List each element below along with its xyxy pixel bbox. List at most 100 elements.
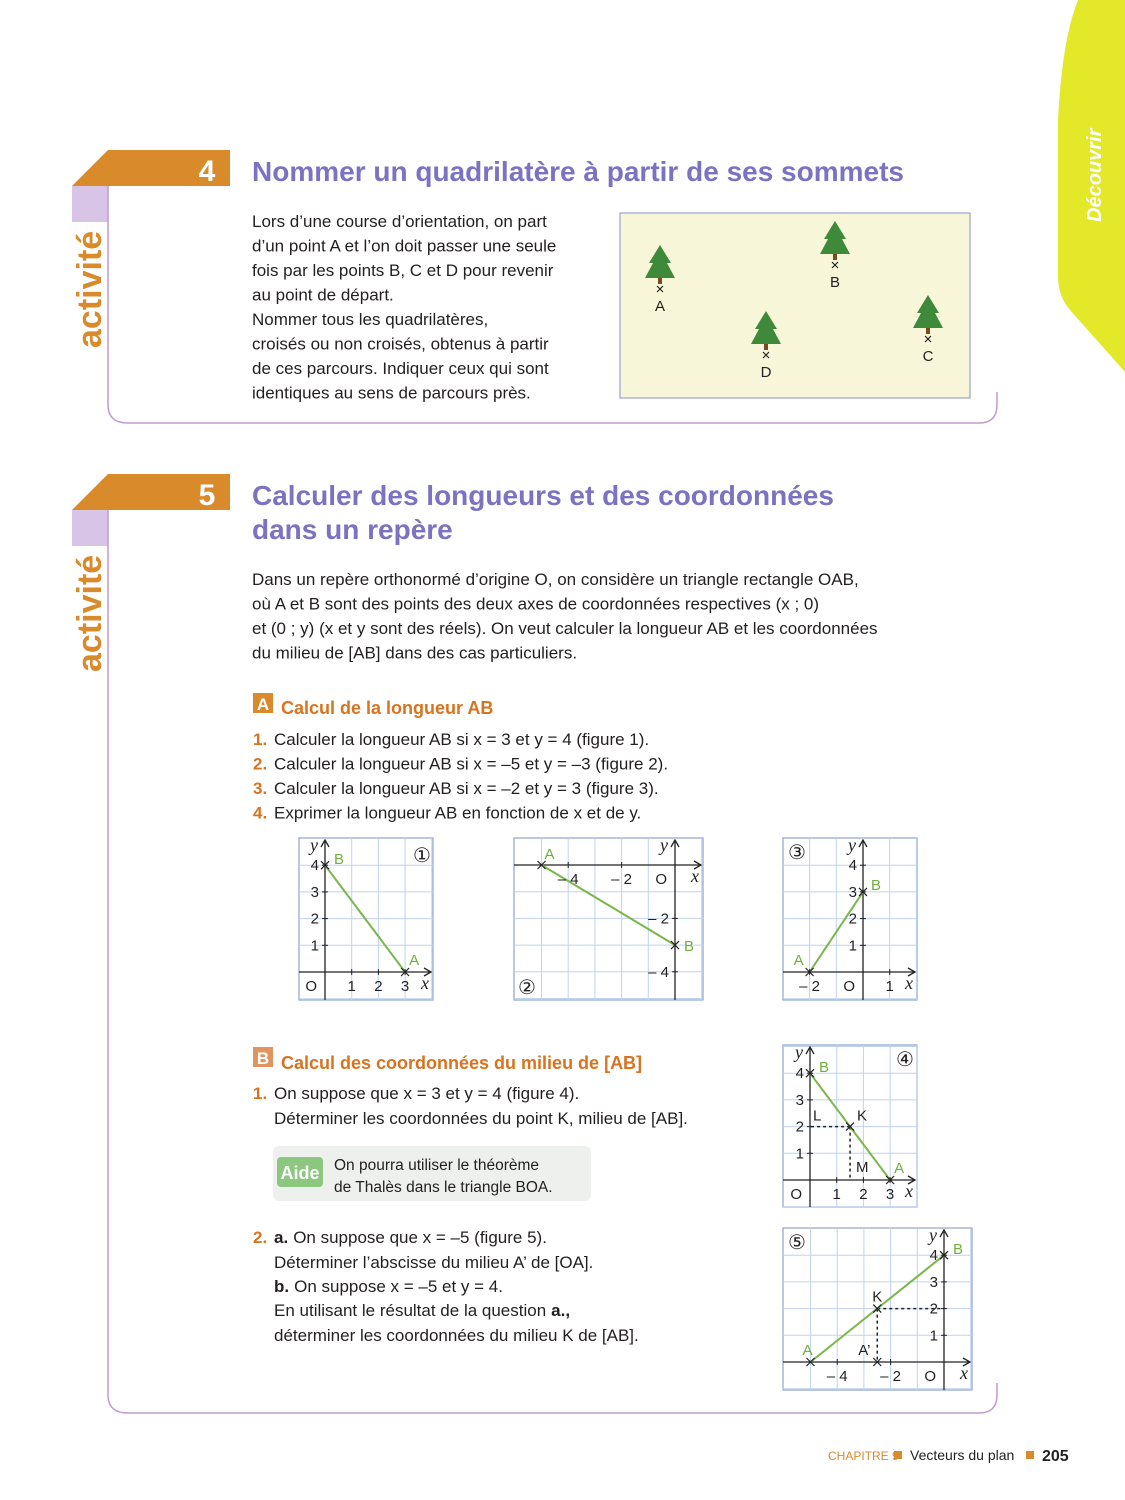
sub-label: b. (274, 1277, 289, 1296)
point-label: K (857, 1108, 867, 1125)
y-axis-label: y (658, 835, 668, 855)
paragraph-line: du milieu de [AB] dans des cas particuli… (252, 644, 577, 663)
activity-label: activité (71, 555, 109, 672)
part-badge-label: B (257, 1049, 269, 1068)
y-tick-label: 3 (849, 884, 857, 901)
point-label: A (655, 298, 665, 315)
y-tick-label: – 4 (648, 964, 669, 981)
x-axis-label: x (690, 866, 699, 886)
paragraph-line: au point de départ. (252, 286, 394, 305)
y-tick-label: 3 (311, 884, 319, 901)
item-text: Calculer la longueur AB si x = 3 et y = … (274, 730, 649, 749)
activity-strip (72, 186, 108, 222)
x-tick-label: 3 (401, 978, 409, 995)
paragraph-line: Nommer tous les quadrilatères, (252, 310, 488, 329)
activity-frame (107, 510, 998, 1414)
y-axis-label: y (846, 835, 856, 855)
item-number: 1. (253, 730, 267, 749)
point-label: B (871, 877, 881, 894)
item-text: Calculer la longueur AB si x = –5 et y =… (274, 755, 668, 774)
point-cross (537, 860, 546, 870)
point-label: B (830, 274, 840, 291)
footer-section: Vecteurs du plan (910, 1447, 1014, 1463)
axis-arrow (670, 838, 680, 848)
activity-label: activité (71, 231, 109, 348)
sidebar-label: Découvrir (1084, 127, 1106, 222)
part-badge (253, 693, 273, 713)
footer-chapter: CHAPITRE 9 (828, 1449, 899, 1463)
point-label: B (684, 938, 694, 955)
figure-number: ④ (896, 1049, 914, 1071)
item-number: 4. (253, 804, 267, 823)
part-title: Calcul des coordonnées du milieu de [AB] (281, 1053, 642, 1073)
axis-arrow (962, 1357, 972, 1367)
y-tick-label: 1 (849, 937, 857, 954)
item-number: 2. (253, 755, 267, 774)
origin-label: O (655, 871, 667, 888)
item-text: Déterminer les coordonnées du point K, m… (274, 1109, 688, 1128)
tree (645, 245, 675, 278)
paragraph-line: et (0 ; y) (x et y sont des réels). On v… (252, 619, 878, 638)
sidebar-tab (1058, 0, 1125, 372)
point-cross (670, 940, 680, 950)
axis-arrow (320, 838, 330, 848)
tree-trunk (926, 328, 930, 334)
item-text: En utilisant le résultat de la question (274, 1301, 546, 1320)
y-tick-label: 1 (930, 1327, 938, 1344)
y-tick-label: 4 (796, 1065, 804, 1082)
point-cross (805, 1068, 815, 1078)
activity-tab (72, 474, 230, 510)
figure-number: ① (413, 845, 431, 867)
point-cross (762, 351, 770, 359)
footer-square (1026, 1451, 1034, 1459)
origin-label: O (843, 978, 855, 995)
aide-text: On pourra utiliser le théorème (334, 1157, 539, 1174)
aide-badge-label: Aide (280, 1163, 319, 1183)
point-cross (831, 261, 839, 269)
tree (913, 295, 943, 328)
y-tick-label: 2 (796, 1119, 804, 1136)
item-text: Exprimer la longueur AB en fonction de x… (274, 804, 641, 823)
axis-arrow (805, 1045, 815, 1055)
point-label: A’ (858, 1342, 870, 1359)
question-ref: a., (551, 1301, 570, 1320)
point-label: L (813, 1108, 821, 1125)
point-cross (806, 1357, 815, 1367)
point-cross (885, 1175, 895, 1185)
point-label: C (923, 348, 934, 365)
x-tick-label: – 4 (827, 1368, 848, 1385)
y-tick-label: 3 (930, 1274, 938, 1291)
x-tick-label: – 2 (880, 1368, 901, 1385)
figure: – 2 1 4 3 2 1 O x y ③ A B (782, 835, 918, 1001)
footer-square (894, 1451, 902, 1459)
item-line: 2. a. On suppose que x = –5 (figure 5). (253, 1228, 547, 1247)
point-cross (872, 1357, 882, 1367)
tree-trunk (764, 344, 768, 350)
origin-label: O (924, 1368, 936, 1385)
y-tick-label: – 2 (648, 910, 669, 927)
figure: – 4 – 2 4 3 2 1 O x y ⑤ A B K A’ (782, 1225, 973, 1391)
tree-trunk (833, 254, 837, 260)
point-cross (400, 967, 410, 977)
axis-arrow (907, 967, 917, 977)
item-text: On suppose que x = –5 (figure 5). (293, 1228, 547, 1247)
x-tick-label: – 2 (799, 978, 820, 995)
item-number: 1. (253, 1084, 267, 1103)
x-axis-label: x (904, 973, 913, 993)
map-box (619, 212, 971, 399)
x-tick-label: – 2 (611, 871, 632, 888)
part-badge (253, 1047, 273, 1067)
point-label: A (409, 952, 419, 969)
figure: – 4 – 2 – 2 – 4 O x y ② A B (513, 835, 704, 1001)
sub-label: a. (274, 1228, 288, 1247)
segment (324, 864, 406, 973)
point-cross (924, 335, 932, 343)
point-cross (939, 1250, 949, 1260)
paragraph-line: Dans un repère orthonormé d’origine O, o… (252, 570, 859, 589)
paragraph-line: fois par les points B, C et D pour reven… (252, 261, 554, 280)
activity-number: 4 (199, 155, 216, 188)
item-text: déterminer les coordonnées du milieu K d… (274, 1326, 639, 1345)
x-tick-label: 2 (859, 1186, 867, 1203)
activity-tab (72, 150, 230, 186)
paragraph-line: de ces parcours. Indiquer ceux qui sont (252, 359, 549, 378)
